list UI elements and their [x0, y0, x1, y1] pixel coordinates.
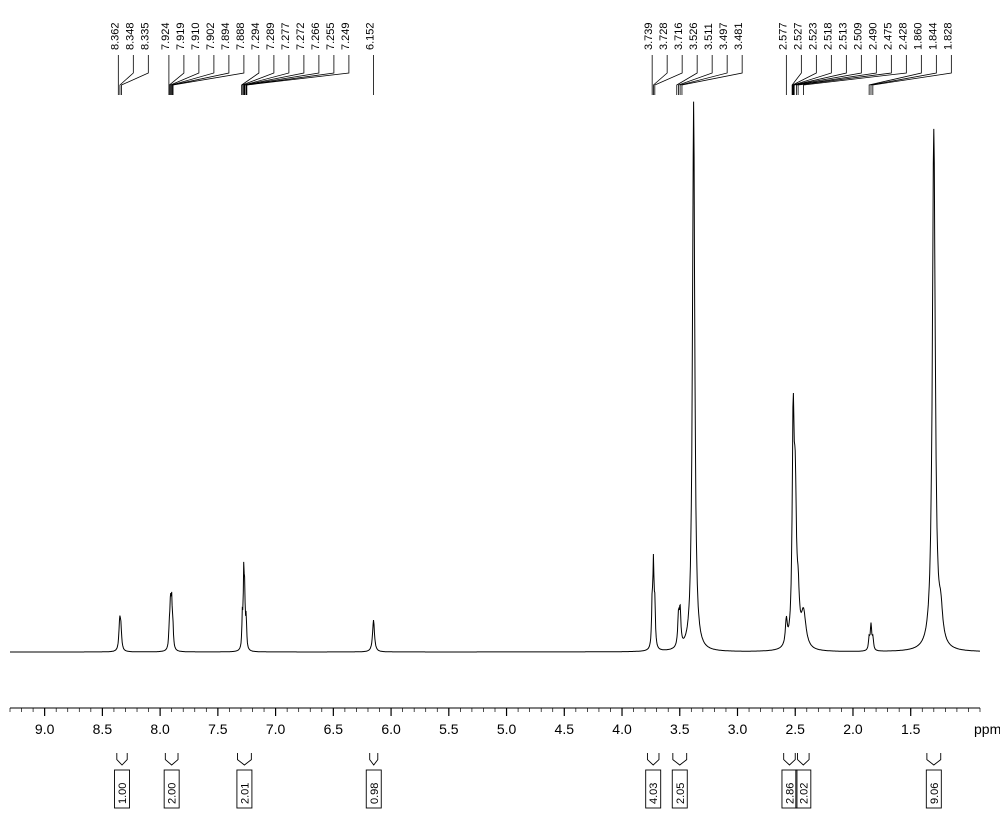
peak-label: 7.289 [265, 22, 277, 50]
axis-tick-label: 3.0 [728, 721, 748, 737]
axis-tick-label: 2.0 [843, 721, 863, 737]
peak-label: 2.577 [777, 22, 789, 50]
integration-value: 0.98 [369, 783, 381, 804]
peak-label: 8.362 [109, 22, 121, 50]
peak-label: 7.266 [310, 22, 322, 50]
peak-label: 2.475 [882, 22, 894, 50]
integration-value: 2.00 [167, 783, 179, 804]
axis-tick-label: 9.0 [35, 721, 55, 737]
peak-label: 6.152 [365, 22, 377, 50]
peak-label: 3.511 [703, 23, 715, 50]
peak-label: 2.523 [807, 22, 819, 50]
axis-tick-label: 6.0 [381, 721, 401, 737]
peak-label: 2.509 [852, 22, 864, 50]
integration-value: 2.02 [798, 783, 810, 804]
peak-label: 7.894 [220, 22, 232, 50]
integration-value: 2.86 [784, 783, 796, 804]
axis-tick-label: 8.0 [150, 721, 170, 737]
integration-value: 4.03 [648, 783, 660, 804]
axis-tick-label: 4.0 [612, 721, 632, 737]
axis-tick-label: 5.0 [497, 721, 517, 737]
peak-label: 3.728 [658, 22, 670, 50]
axis-tick-label: 4.5 [555, 721, 575, 737]
peak-label: 2.428 [897, 22, 909, 50]
nmr-spectrum-chart: 8.3628.3488.335 7.9247.9197.9107.9027.894… [0, 0, 1000, 829]
peak-label: 3.716 [673, 22, 685, 50]
axis-tick-label: 5.5 [439, 721, 459, 737]
peak-label: 2.518 [822, 22, 834, 50]
peak-label: 7.272 [295, 22, 307, 50]
peak-label: 1.828 [942, 22, 954, 50]
peak-label: 2.490 [867, 22, 879, 50]
peak-label: 3.526 [688, 22, 700, 50]
integration-value: 2.01 [239, 783, 251, 804]
peak-label: 2.513 [837, 22, 849, 50]
peak-label: 3.497 [718, 22, 730, 50]
peak-label: 1.860 [912, 22, 924, 50]
peak-label: 7.910 [190, 22, 202, 50]
peak-label: 8.348 [124, 22, 136, 50]
axis-tick-label: 7.0 [266, 721, 286, 737]
peak-label: 3.739 [643, 22, 655, 50]
peak-label: 7.277 [280, 22, 292, 50]
peak-label: 7.924 [160, 22, 172, 50]
peak-label: 7.919 [175, 22, 187, 50]
integration-value: 2.05 [675, 783, 687, 804]
axis-tick-label: 6.5 [324, 721, 344, 737]
peak-label: 7.294 [250, 22, 262, 50]
axis-tick-label: 3.5 [670, 721, 690, 737]
peak-label: 2.527 [792, 22, 804, 50]
peak-label: 7.249 [340, 22, 352, 50]
peak-label: 7.255 [325, 22, 337, 50]
integration-value: 1.00 [117, 783, 129, 804]
peak-label: 1.844 [927, 22, 939, 50]
axis-tick-label: 2.5 [786, 721, 806, 737]
axis-tick-label: 7.5 [208, 721, 228, 737]
integration-value: 9.06 [929, 783, 941, 804]
axis-label: ppm [974, 721, 1000, 737]
axis-tick-label: 1.5 [901, 721, 921, 737]
axis-tick-label: 8.5 [93, 721, 113, 737]
peak-label: 7.888 [235, 22, 247, 50]
peak-label: 7.902 [205, 22, 217, 50]
peak-label: 3.481 [733, 22, 745, 50]
peak-label: 8.335 [139, 22, 151, 50]
